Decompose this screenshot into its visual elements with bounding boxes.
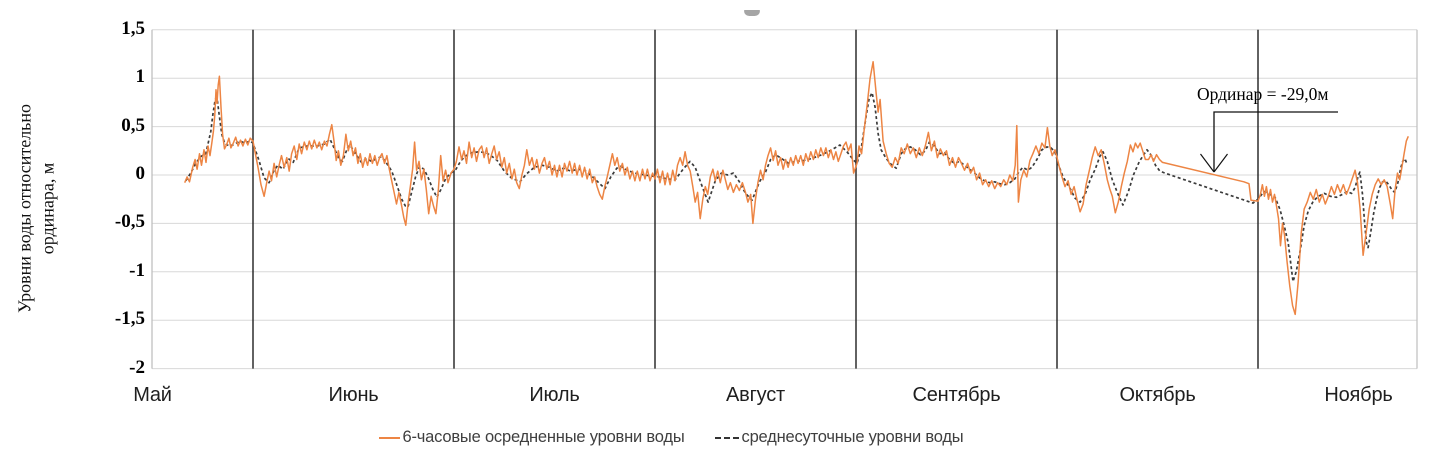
six-hour-series-line (184, 60, 1409, 316)
legend: 6-часовые осредненные уровни воды средне… (0, 428, 1394, 447)
daily-mean-series-line (184, 91, 1408, 283)
annotation-arrowhead (1213, 153, 1228, 173)
legend-item-daily: среднесуточные уровни воды (714, 428, 964, 447)
x-month-label: Ноябрь (1324, 384, 1393, 406)
legend-line-swatch-orange (378, 436, 400, 439)
x-month-label: Октябрь (1119, 384, 1196, 406)
y-tick-label: 1,5 (121, 17, 145, 39)
legend-item-6hour: 6-часовые осредненные уровни воды (378, 428, 685, 447)
y-tick-label: -2 (129, 356, 145, 378)
top-artifact-mark (744, 10, 760, 16)
y-tick-label: -0,5 (114, 211, 145, 233)
y-tick-label: -1 (129, 259, 145, 281)
x-month-label: Июль (529, 384, 580, 406)
x-month-label: Май (133, 384, 172, 406)
annotation-leader-line (1213, 111, 1338, 172)
x-month-label: Июнь (328, 384, 379, 406)
y-tick-label: 1 (135, 66, 146, 88)
legend-line-swatch-dashed (714, 436, 739, 439)
legend-label-daily: среднесуточные уровни воды (741, 428, 964, 446)
x-month-label: Сентябрь (912, 384, 1001, 406)
x-month-label: Август (726, 384, 785, 406)
y-tick-label: 0 (135, 163, 146, 184)
y-tick-label: 0,5 (121, 114, 145, 136)
ordinar-annotation-text: Ординар = -29,0м (1197, 84, 1329, 104)
annotation-arrowhead (1200, 153, 1215, 173)
legend-label-6hour: 6-часовые осредненные уровни воды (402, 428, 685, 446)
y-tick-label: -1,5 (114, 308, 145, 330)
